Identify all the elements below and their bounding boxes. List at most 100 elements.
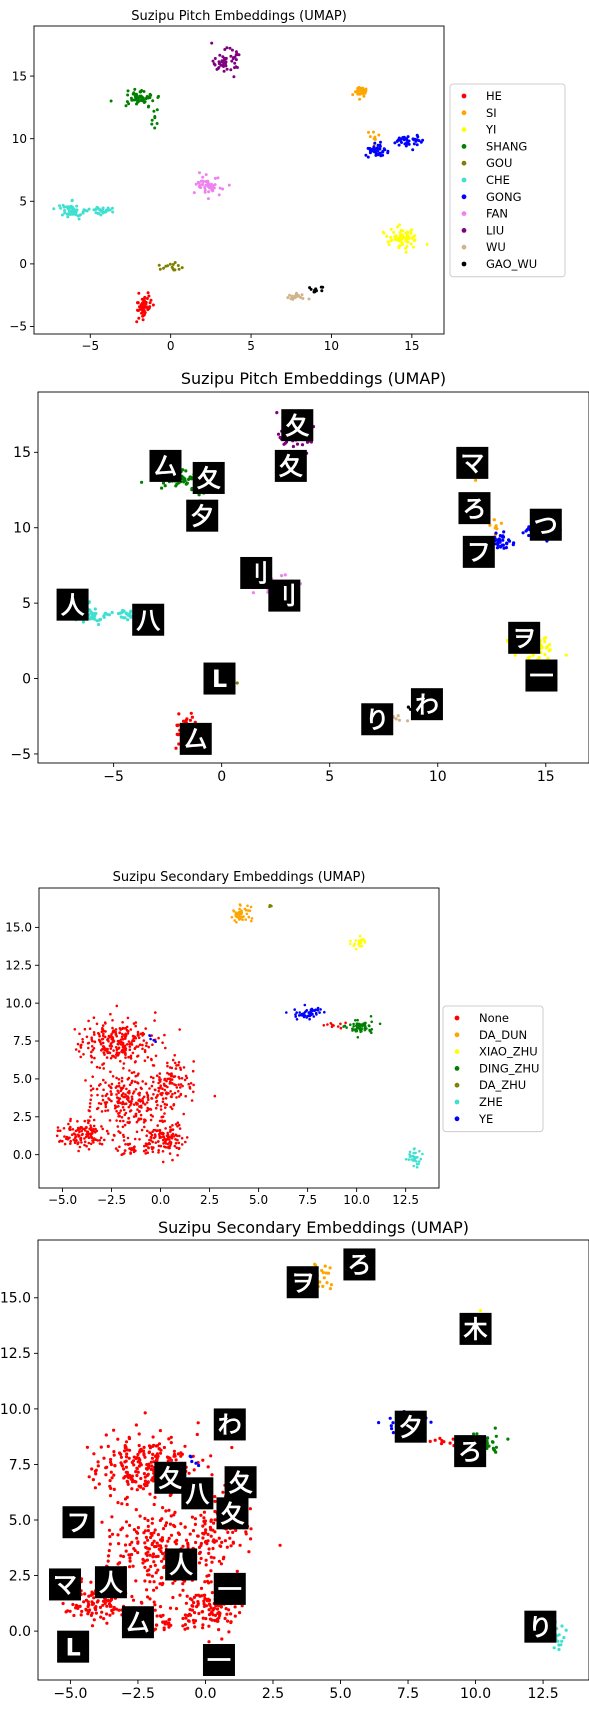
y-tick-label: 10: [13, 521, 31, 537]
legend-label: XIAO_ZHU: [479, 1045, 538, 1059]
data-point: [74, 1135, 77, 1138]
data-point: [139, 1476, 143, 1481]
data-point: [135, 320, 139, 324]
data-point: [203, 1593, 207, 1597]
data-point: [218, 186, 222, 190]
data-point: [392, 230, 396, 234]
data-point: [186, 1543, 190, 1547]
data-point: [276, 432, 281, 436]
data-point: [168, 1082, 172, 1085]
data-point: [286, 296, 290, 300]
thumbnail-glyph: フ: [67, 1509, 91, 1537]
data-point: [93, 1606, 98, 1610]
legend-marker: [461, 127, 467, 132]
legend-label: SI: [486, 106, 497, 120]
data-point: [289, 297, 293, 301]
data-point: [402, 136, 406, 140]
data-point: [193, 1611, 197, 1615]
data-point: [194, 182, 198, 186]
data-point: [130, 1552, 134, 1557]
data-point: [117, 1052, 121, 1055]
data-point: [215, 1619, 219, 1623]
series-wu: [286, 291, 311, 301]
data-point: [122, 1108, 126, 1112]
data-point: [88, 1608, 92, 1612]
thumbnail-bg: [57, 1630, 90, 1663]
data-point: [290, 294, 294, 298]
data-point: [153, 116, 157, 120]
data-point: [405, 719, 410, 723]
data-point: [212, 1556, 216, 1560]
data-point: [192, 1083, 195, 1087]
data-point: [98, 617, 103, 621]
data-point: [127, 1040, 131, 1043]
data-point: [148, 1553, 152, 1557]
data-point: [223, 48, 227, 51]
data-point: [513, 653, 517, 657]
thumbnail-glyph: 人: [99, 1569, 123, 1597]
data-point: [179, 1066, 182, 1070]
data-point: [202, 1516, 206, 1520]
data-point: [140, 1601, 144, 1605]
data-point: [229, 54, 233, 58]
data-point: [358, 1022, 361, 1026]
data-point: [136, 301, 140, 305]
data-point: [101, 1045, 105, 1048]
data-point: [161, 1097, 165, 1100]
y-tick-label: 15: [13, 445, 31, 461]
data-point: [123, 616, 127, 620]
x-tick-label: 2.5: [200, 1193, 219, 1207]
data-point: [177, 1141, 181, 1145]
data-point: [156, 1454, 160, 1458]
legend-marker: [461, 261, 467, 267]
data-point: [157, 1151, 160, 1154]
thumbnail-glyph: 一: [207, 1647, 231, 1675]
glyph-thumbnail: L: [57, 1630, 90, 1663]
data-point: [152, 1038, 155, 1042]
data-point: [132, 1103, 136, 1106]
data-point: [114, 1056, 117, 1059]
data-point: [64, 205, 68, 209]
data-point: [231, 1541, 235, 1545]
data-point: [397, 718, 401, 722]
data-point: [150, 1097, 153, 1100]
data-point: [219, 1605, 223, 1609]
data-point: [81, 1038, 84, 1041]
data-point: [192, 1090, 195, 1094]
data-point: [201, 1626, 205, 1630]
legend-marker: [454, 1116, 460, 1122]
data-point: [157, 263, 161, 267]
data-point: [213, 1530, 217, 1534]
data-point: [123, 1113, 127, 1117]
data-point: [398, 239, 402, 243]
data-point: [204, 1604, 208, 1608]
data-point: [104, 1081, 107, 1084]
data-point: [159, 1078, 162, 1081]
data-point: [99, 1136, 103, 1140]
data-point: [149, 1535, 153, 1540]
data-point: [92, 1618, 96, 1622]
thumbnail-glyph: 夕: [399, 1413, 423, 1441]
data-point: [151, 1150, 155, 1154]
data-point: [101, 1041, 105, 1045]
data-point: [425, 242, 429, 246]
data-point: [90, 1136, 94, 1140]
data-point: [188, 1087, 192, 1090]
data-point: [66, 215, 70, 219]
data-point: [169, 1458, 173, 1462]
data-point: [146, 1472, 150, 1476]
data-point: [83, 1119, 87, 1123]
data-point: [121, 1045, 125, 1049]
chart-title: Suzipu Secondary Embeddings (UMAP): [113, 870, 366, 885]
data-point: [526, 656, 530, 660]
data-point: [155, 108, 159, 112]
data-point: [152, 1093, 155, 1096]
data-point: [164, 1106, 167, 1109]
data-point: [151, 1140, 154, 1144]
data-point: [355, 1026, 359, 1030]
data-point: [119, 1131, 122, 1134]
data-point: [494, 1434, 498, 1438]
thumbnail-bg: [213, 1408, 246, 1441]
data-point: [170, 265, 174, 269]
data-point: [413, 238, 417, 242]
